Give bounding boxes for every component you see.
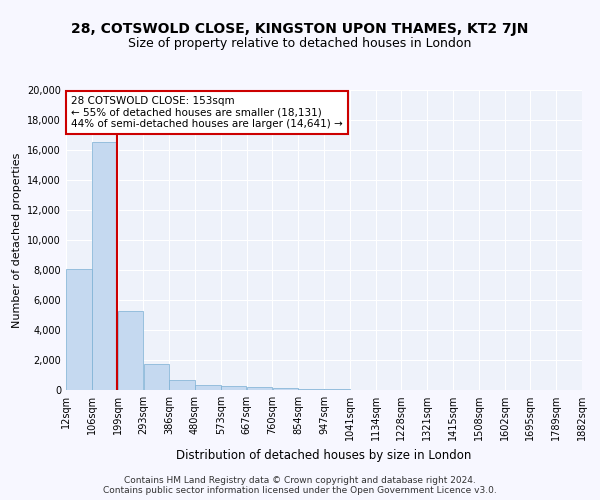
Bar [298,388,324,390]
Text: Contains HM Land Registry data © Crown copyright and database right 2024.
Contai: Contains HM Land Registry data © Crown c… [103,476,497,495]
Bar [324,389,350,390]
Bar [169,380,195,390]
Text: 28 COTSWOLD CLOSE: 153sqm
← 55% of detached houses are smaller (18,131)
44% of s: 28 COTSWOLD CLOSE: 153sqm ← 55% of detac… [71,96,343,129]
Text: 28, COTSWOLD CLOSE, KINGSTON UPON THAMES, KT2 7JN: 28, COTSWOLD CLOSE, KINGSTON UPON THAMES… [71,22,529,36]
Bar [143,364,169,390]
Bar [195,385,221,390]
Bar [247,387,272,390]
Bar [221,386,247,390]
X-axis label: Distribution of detached houses by size in London: Distribution of detached houses by size … [176,448,472,462]
Bar [66,268,92,390]
Bar [272,388,298,390]
Bar [118,310,143,390]
Y-axis label: Number of detached properties: Number of detached properties [12,152,22,328]
Bar [92,142,118,390]
Text: Size of property relative to detached houses in London: Size of property relative to detached ho… [128,38,472,51]
